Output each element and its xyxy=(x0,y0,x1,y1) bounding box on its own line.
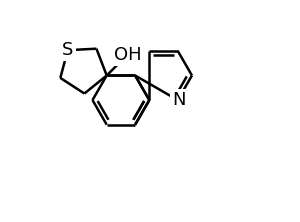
Text: OH: OH xyxy=(114,46,142,65)
Text: S: S xyxy=(62,41,74,59)
Text: N: N xyxy=(172,91,186,109)
